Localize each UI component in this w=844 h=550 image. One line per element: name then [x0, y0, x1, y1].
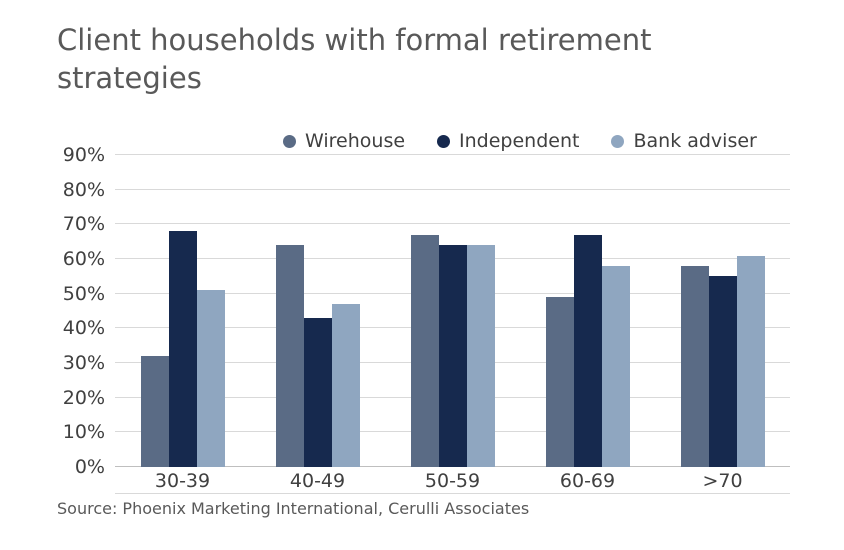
- legend-label: Wirehouse: [305, 130, 406, 152]
- y-axis-label: 50%: [62, 282, 105, 305]
- bar-wirehouse-60-69: [545, 297, 574, 467]
- bar-bank-adviser-70: [736, 255, 765, 467]
- x-axis-label-30-39: 30-39: [154, 470, 211, 492]
- x-axis: 30-39 40-49 50-59 60-69 >70: [115, 467, 790, 494]
- bar-independent-50-59: [438, 245, 467, 467]
- bar-wirehouse-50-59: [410, 234, 439, 467]
- bar-group-70: [655, 155, 790, 467]
- y-axis-label: 60%: [62, 248, 105, 271]
- bar-independent-30-39: [168, 231, 197, 467]
- bar-group-40-49: [250, 155, 385, 467]
- bar-independent-70: [708, 276, 737, 467]
- bar-bank-adviser-60-69: [601, 265, 630, 467]
- chart-legend: Wirehouse Independent Bank adviser: [283, 129, 757, 153]
- legend-item-wirehouse: Wirehouse: [283, 130, 405, 152]
- x-axis-label-70: >70: [702, 470, 743, 492]
- y-axis: 0% 10% 20% 30% 40% 50% 60% 70% 80% 90%: [0, 145, 105, 477]
- bar-bank-adviser-30-39: [196, 290, 225, 467]
- legend-marker-icon: [437, 134, 451, 148]
- gridline: [115, 154, 790, 155]
- bar-wirehouse-40-49: [275, 245, 304, 467]
- x-axis-label-40-49: 40-49: [289, 470, 346, 492]
- y-axis-label: 20%: [62, 386, 105, 409]
- gridline: [115, 188, 790, 190]
- x-axis-label-60-69: 60-69: [559, 470, 616, 492]
- legend-item-independent: Independent: [437, 130, 579, 152]
- source-note: Source: Phoenix Marketing International,…: [57, 499, 530, 518]
- legend-item-bank-adviser: Bank adviser: [611, 130, 757, 152]
- legend-marker-icon: [283, 134, 296, 148]
- bar-group-60-69: [520, 155, 655, 467]
- plot-area: [115, 154, 790, 467]
- chart-title: Client households with formal retirement…: [57, 23, 652, 95]
- bar-independent-40-49: [303, 317, 332, 467]
- bar-bank-adviser-40-49: [331, 304, 360, 467]
- bar-wirehouse-30-39: [140, 356, 169, 467]
- bar-groups: [115, 155, 790, 467]
- x-axis-label-50-59: 50-59: [424, 470, 481, 492]
- y-axis-label: 10%: [62, 421, 105, 444]
- bar-group-50-59: [385, 155, 520, 467]
- legend-marker-icon: [611, 134, 625, 148]
- bar-group-30-39: [115, 155, 250, 467]
- bar-independent-60-69: [573, 234, 602, 467]
- legend-label: Bank adviser: [633, 130, 757, 152]
- y-axis-label: 0%: [74, 456, 105, 478]
- y-axis-label: 80%: [62, 178, 105, 201]
- bar-wirehouse-70: [680, 265, 709, 467]
- legend-label: Independent: [459, 130, 580, 152]
- y-axis-label: 30%: [62, 352, 105, 375]
- gridline: [115, 223, 790, 225]
- bar-bank-adviser-50-59: [466, 245, 495, 467]
- y-axis-label: 70%: [62, 213, 105, 236]
- y-axis-label: 90%: [62, 144, 105, 166]
- y-axis-label: 40%: [62, 317, 105, 340]
